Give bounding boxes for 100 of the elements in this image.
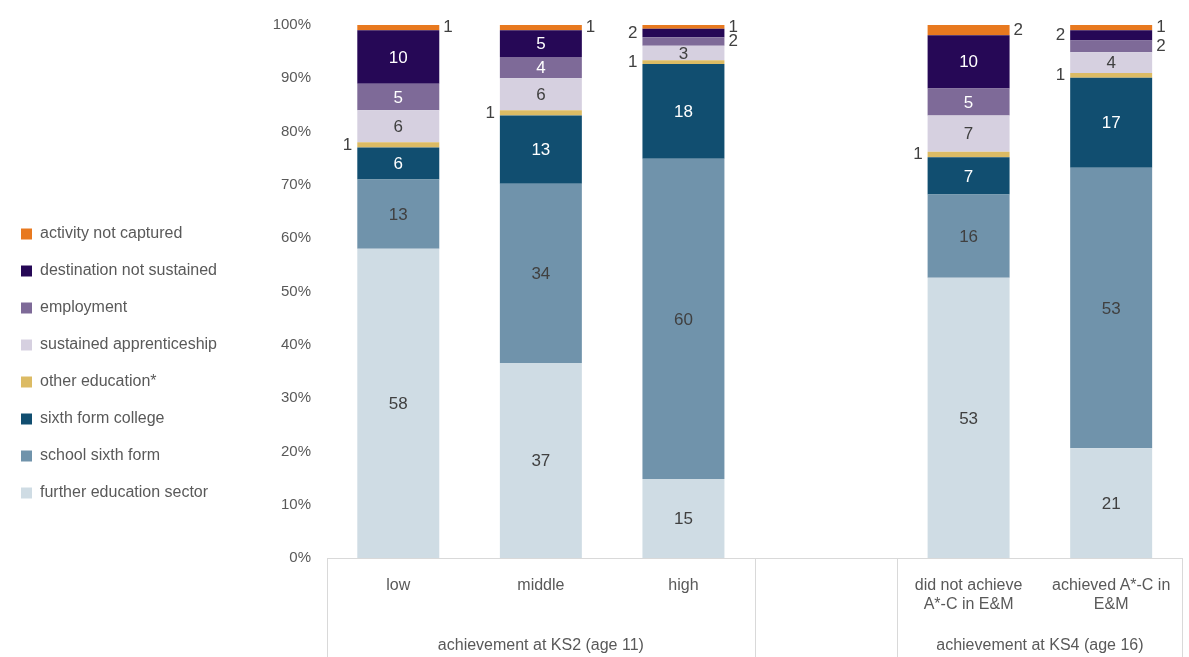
bar [499, 110, 582, 116]
data-label: 5 [393, 87, 404, 107]
bar [927, 151, 1010, 158]
data-label: 6 [393, 154, 404, 174]
y-tick-label: 60% [280, 228, 311, 246]
data-label: 17 [1101, 113, 1121, 133]
y-tick-label: 100% [272, 15, 311, 33]
x-tick-label: low [386, 576, 411, 594]
data-label: 10 [959, 52, 979, 72]
bar [927, 88, 1010, 116]
data-label: 60 [673, 309, 693, 329]
data-label: 2 [627, 22, 638, 42]
y-tick-label: 30% [280, 388, 311, 406]
data-label: 2 [1055, 25, 1066, 45]
data-label: 7 [963, 124, 974, 144]
text: achievement at KS4 (age 16) [936, 636, 1144, 654]
y-tick-label: 50% [280, 281, 311, 299]
data-label: 7 [963, 166, 974, 186]
bar [642, 28, 725, 38]
data-label: 6 [393, 116, 404, 136]
data-label: 53 [1101, 298, 1121, 318]
bar [927, 194, 1010, 278]
bar [642, 60, 725, 64]
data-label: 4 [1106, 53, 1116, 73]
bar [927, 157, 1010, 195]
legend-label: activity not captured [40, 224, 183, 242]
bar [357, 83, 440, 111]
bar [499, 56, 582, 79]
bar [1070, 40, 1153, 53]
bar [642, 45, 725, 61]
data-label: 1 [913, 144, 923, 164]
bar [642, 158, 725, 480]
data-label: 4 [536, 58, 546, 78]
legend-label: sustained apprenticeship [40, 335, 218, 353]
data-label: 2 [1156, 36, 1166, 56]
bar [499, 78, 582, 111]
bar [357, 142, 440, 148]
data-label: 1 [485, 102, 495, 122]
x-tick-label: did not achieve A*-C in E&M [914, 576, 1023, 613]
data-label: 1 [443, 17, 453, 37]
data-label: 13 [388, 204, 408, 224]
bar [499, 183, 582, 363]
data-label: 1 [1055, 65, 1066, 85]
bar [927, 25, 1010, 36]
data-label: 13 [531, 140, 551, 160]
legend-label: sixth form college [40, 409, 165, 427]
data-label: 6 [536, 84, 546, 104]
data-label: 53 [959, 408, 979, 428]
y-tick-label: 70% [280, 175, 311, 193]
bar [499, 115, 582, 184]
y-tick-label: 80% [280, 121, 311, 139]
data-label: 10 [388, 47, 408, 67]
data-label: 58 [388, 394, 408, 414]
bar [357, 147, 440, 180]
bar [499, 25, 582, 31]
data-label: 18 [673, 102, 693, 122]
legend-label: employment [40, 298, 128, 316]
x-tick-label: middle [517, 576, 565, 594]
y-tick-label: 20% [280, 441, 311, 459]
legend-label: other education* [40, 372, 157, 390]
bar [1070, 72, 1153, 78]
data-label: 37 [531, 451, 551, 471]
legend-label: destination not sustained [40, 261, 218, 279]
data-label: 1 [342, 134, 353, 154]
data-label: 1 [1156, 17, 1166, 37]
bar [927, 35, 1010, 89]
bar [357, 110, 440, 143]
data-label: 5 [536, 34, 546, 54]
bar [642, 37, 725, 46]
data-label: 5 [963, 92, 974, 112]
bar [1070, 30, 1153, 41]
y-tick-label: 0% [289, 548, 311, 566]
bar [1070, 167, 1153, 449]
data-label: 3 [678, 43, 689, 63]
bar [1070, 77, 1153, 168]
data-label: 34 [531, 264, 551, 284]
bar [927, 115, 1010, 152]
data-label: 21 [1101, 493, 1121, 513]
x-tick-label: high [668, 576, 699, 594]
y-tick-label: 40% [280, 334, 311, 352]
legend-label: further education sector [40, 483, 209, 501]
text: achievement at KS2 (age 11) [437, 636, 644, 654]
bar [499, 30, 582, 57]
bar [642, 25, 725, 29]
y-tick-label: 10% [280, 494, 311, 512]
data-label: 2 [728, 31, 738, 51]
bar [357, 30, 440, 84]
bar [1070, 25, 1153, 31]
legend-label: school sixth form [40, 446, 161, 464]
data-label: 1 [585, 17, 596, 37]
data-label: 1 [627, 51, 638, 71]
data-label: 2 [1013, 19, 1024, 39]
data-label: 16 [959, 226, 979, 246]
bar [642, 63, 725, 159]
bar [357, 25, 440, 31]
data-label: 15 [673, 509, 693, 529]
bar [1070, 52, 1153, 73]
x-tick-label: achieved A*-C in E&M [1052, 576, 1171, 613]
bar [357, 179, 440, 249]
y-tick-label: 90% [280, 68, 311, 86]
